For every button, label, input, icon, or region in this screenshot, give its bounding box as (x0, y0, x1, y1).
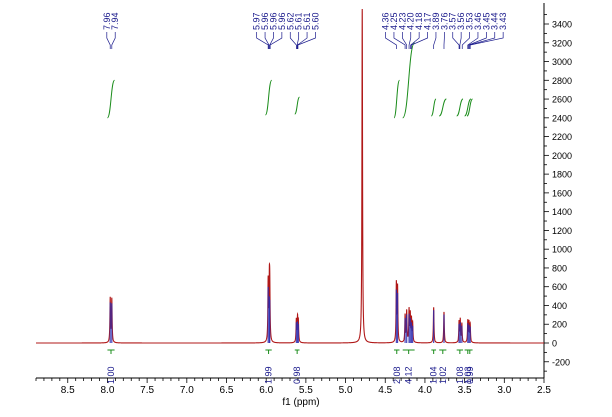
integral-value-label: 1.99 (264, 366, 274, 384)
y-tick-label: 3200 (552, 38, 572, 48)
peak-label-leader (394, 32, 405, 49)
peak-label: 7.94 (110, 12, 120, 30)
x-tick-label: 3.0 (497, 385, 511, 396)
integral-curve (403, 43, 415, 118)
y-tick-label: 600 (552, 282, 567, 292)
y-tick-label: 2200 (552, 132, 572, 142)
y-tick-label: 2000 (552, 151, 572, 161)
x-tick-label: 6.5 (220, 385, 234, 396)
integral-curve (431, 99, 436, 116)
peak-label-leader (469, 32, 487, 49)
peak-label: 3.43 (498, 12, 508, 30)
x-tick-label: 4.5 (378, 385, 392, 396)
y-tick-label: 1600 (552, 188, 572, 198)
y-tick-label: 2800 (552, 76, 572, 86)
y-axis: -200 0 200 400 600 800 1000 1200 1400 1600 1800 200… (544, 3, 572, 378)
x-tick-label: 8.5 (61, 385, 75, 396)
peak-label-leader (402, 32, 406, 49)
x-tick-label: 7.5 (140, 385, 154, 396)
x-tick-label: 8.0 (100, 385, 114, 396)
x-tick-label: 4.0 (418, 385, 432, 396)
peak-label-leader (107, 32, 110, 49)
y-tick-label: 2600 (552, 95, 572, 105)
integral-curve (394, 80, 400, 118)
peak-label-leader (290, 32, 296, 49)
y-tick-label: 0 (552, 339, 557, 349)
peak-label: 5.60 (310, 12, 320, 30)
y-tick-label: 1000 (552, 245, 572, 255)
peak-label-leader (434, 32, 436, 49)
peak-label-leader (411, 32, 419, 49)
y-tick-label: -200 (552, 357, 570, 367)
y-tick-label: 400 (552, 301, 567, 311)
peak-label-leader (298, 32, 316, 49)
y-tick-label: 3400 (552, 20, 572, 30)
y-tick-label: 1800 (552, 170, 572, 180)
x-tick-label: 6.0 (259, 385, 273, 396)
integral-curves (107, 43, 472, 118)
y-tick-label: 200 (552, 320, 567, 330)
spectrum-layer (36, 9, 544, 343)
y-tick-label: 1200 (552, 226, 572, 236)
x-tick-label: 5.0 (339, 385, 353, 396)
integral-value-label: 2.08 (392, 366, 402, 384)
x-tick-label: 2.5 (537, 385, 551, 396)
integral-value-label: 0.99 (465, 366, 475, 384)
y-tick-label: 2400 (552, 113, 572, 123)
integral-curve (295, 97, 300, 114)
integral-curve (265, 80, 271, 115)
integral-curve (439, 99, 446, 116)
peak-label-leader (386, 32, 397, 49)
x-tick-label: 7.0 (180, 385, 194, 396)
integral-value-label: 1.02 (438, 366, 448, 384)
x-axis-title: f1 (ppm) (282, 397, 319, 408)
y-tick-label: 1400 (552, 207, 572, 217)
peak-label-leader (112, 32, 115, 49)
y-tick-label: 3000 (552, 57, 572, 67)
integral-curve (457, 99, 463, 116)
y-tick-label: 800 (552, 263, 567, 273)
integral-value-label: 1.00 (106, 366, 116, 384)
x-tick-label: 5.5 (299, 385, 313, 396)
integral-value-label: 4.12 (404, 366, 414, 384)
integral-curve (107, 80, 114, 118)
spectrum-trace (36, 9, 544, 343)
integral-value-label: 0.98 (292, 366, 302, 384)
x-tick-label: 3.5 (458, 385, 472, 396)
peak-label-leader (453, 32, 459, 49)
peak-label-leader (460, 32, 461, 49)
